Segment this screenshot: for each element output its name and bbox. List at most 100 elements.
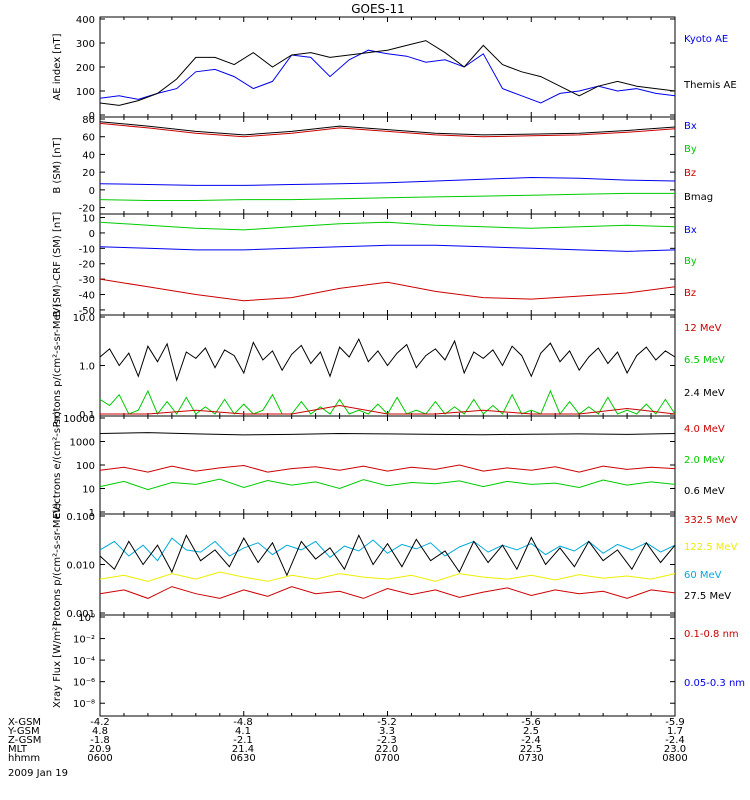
series-2-0-mev <box>99 478 676 491</box>
footer-value: 4.1 <box>235 726 251 737</box>
footer-value: 22.5 <box>520 744 542 755</box>
y-tick-label: 0.001 <box>66 609 95 620</box>
y-tick-label: -40 <box>79 291 95 302</box>
footer-value: 23.0 <box>664 744 686 755</box>
panel-frame <box>99 614 676 717</box>
y-tick-label: 0.1 <box>79 410 95 421</box>
legend-entry: 4.0 MeV <box>684 424 725 435</box>
legend-entry: By <box>684 144 697 155</box>
series-by <box>99 192 675 201</box>
y-tick-label: 200 <box>76 63 95 74</box>
footer-value: 0600 <box>87 753 112 764</box>
footer-value: -4.2 <box>90 717 110 728</box>
y-tick-label: 300 <box>76 39 95 50</box>
legend-entry: 122.5 MeV <box>684 542 738 553</box>
legend-entry: Kyoto AE <box>684 34 728 45</box>
panel-7: 10⁰ 10⁻² 10⁻⁴ 10⁻⁶ 10⁻⁸ Xray Flux [W/m²] 0.1-0… <box>52 613 745 717</box>
footer-row-label: Y-GSM <box>7 726 40 737</box>
y-tick-label: 0.010 <box>66 561 95 572</box>
footer-value: -5.6 <box>521 717 541 728</box>
series-2-4-mev <box>99 337 676 382</box>
series-332-5-mev <box>99 586 676 599</box>
y-tick-label: 1000 <box>70 438 95 449</box>
footer-value: 3.3 <box>379 726 395 737</box>
legend-entry: 27.5 MeV <box>684 591 731 602</box>
y-axis-label: Electrons e/(cm²-s-sr) <box>52 411 63 519</box>
series-bx <box>99 244 676 252</box>
ephemeris-footer: X-GSM -4.2 -4.8 -5.2 -5.6 -5.9 Y-GSM 4.8 4.1 3.3 2… <box>7 717 688 764</box>
footer-value: 0630 <box>230 753 255 764</box>
footer-value: -4.8 <box>233 717 253 728</box>
legend-entry: 60 MeV <box>684 570 722 581</box>
footer-value: 21.4 <box>232 744 254 755</box>
series-4-0-mev <box>99 464 676 473</box>
legend-entry: Bz <box>684 288 696 299</box>
panel-frame <box>99 213 676 316</box>
series-by <box>99 221 676 231</box>
panel-4: 0.1 1.0 10.0 Protons p/(cm²-s-sr-MeV) 12 MeV… <box>52 304 725 428</box>
footer-value: 0730 <box>518 753 543 764</box>
series-27-5-mev <box>99 534 676 577</box>
legend-entry: Bx <box>684 121 697 132</box>
footer-value: 20.9 <box>89 744 111 755</box>
legend-entry: 0.1-0.8 nm <box>684 629 739 640</box>
legend-entry: Themis AE <box>683 80 737 91</box>
footer-value: -2.1 <box>233 735 253 746</box>
footer-value: -2.4 <box>521 735 541 746</box>
legend-entry: 332.5 MeV <box>684 515 738 526</box>
series-12-mev <box>100 404 676 415</box>
legend-entry: Bz <box>684 168 696 179</box>
legend-entry: 2.0 MeV <box>684 455 725 466</box>
footer-value: 4.8 <box>92 726 108 737</box>
y-tick-label: -50 <box>79 306 95 317</box>
legend-entry: Bx <box>684 225 697 236</box>
y-tick-label: 0 <box>89 229 95 240</box>
footer-row-label: X-GSM <box>8 717 41 728</box>
legend-entry: 2.4 MeV <box>684 388 725 399</box>
y-tick-label: 10000 <box>63 414 95 425</box>
panel-frame <box>99 415 676 515</box>
y-axis-label: Protons p/(cm²-s-sr-MeV) <box>52 503 63 627</box>
y-tick-label: 0.100 <box>66 512 95 523</box>
footer-value: -2.3 <box>377 735 397 746</box>
footer-value: -2.4 <box>665 735 685 746</box>
footer-value: 0800 <box>662 753 687 764</box>
y-tick-label: 0 <box>89 111 95 122</box>
footer-row-label: MLT <box>8 744 28 755</box>
y-tick-label: 10 <box>82 214 95 225</box>
legend-entry: Bmag <box>684 192 713 203</box>
series-bmag <box>99 121 676 136</box>
y-axis-label: Xray Flux [W/m²] <box>52 623 63 708</box>
y-tick-label: 10 <box>82 485 95 496</box>
panel-frame <box>99 16 676 118</box>
series-bz <box>99 278 676 302</box>
footer-value: -1.8 <box>90 735 110 746</box>
y-tick-label: 10⁻² <box>73 635 95 646</box>
legend-entry: 6.5 MeV <box>684 355 725 366</box>
y-tick-label: 10.0 <box>73 313 95 324</box>
legend-entry: 12 MeV <box>684 323 722 334</box>
footer-value: -5.9 <box>665 717 685 728</box>
y-tick-label: 100 <box>76 461 95 472</box>
y-axis-label: B (SM) [nT] <box>52 137 63 193</box>
y-tick-label: 100 <box>76 87 95 98</box>
series-122-5-mev <box>99 571 676 582</box>
footer-value: 2.5 <box>523 726 539 737</box>
y-tick-label: 80 <box>82 115 95 126</box>
footer-value: 1.7 <box>667 726 683 737</box>
y-tick-label: 1.0 <box>79 362 95 373</box>
y-tick-label: -20 <box>79 260 95 271</box>
y-axis-label: AE index [nT] <box>52 33 63 100</box>
y-tick-label: 0 <box>89 186 95 197</box>
y-tick-label: -30 <box>79 275 95 286</box>
panel-2: -20 0 20 40 60 80 B (SM) [nT] Bx By Bz Bmag <box>52 115 713 215</box>
legend-entry: 0.05-0.3 nm <box>684 678 745 689</box>
y-tick-label: 10⁻⁴ <box>73 656 95 667</box>
y-tick-label: 60 <box>82 133 95 144</box>
panel-3: 10 0 -10 -20 -30 -40 -50 B (SM)-CRF (SM) [nT] Bx… <box>52 212 697 318</box>
footer-row-label: Z-GSM <box>8 735 41 746</box>
figure-title: GOES-11 <box>351 2 405 16</box>
